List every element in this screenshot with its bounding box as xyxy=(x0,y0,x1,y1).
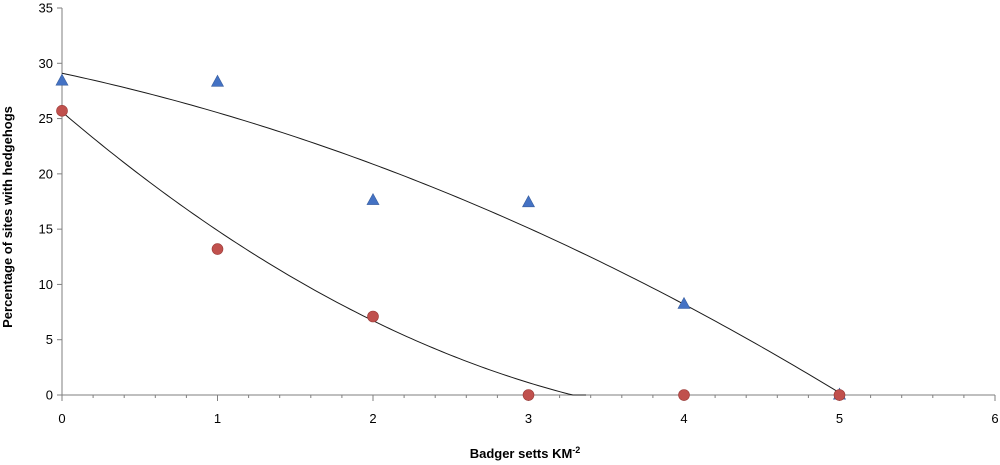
triangle-point xyxy=(210,74,225,87)
circle-point xyxy=(56,105,68,117)
x-tick-label: 6 xyxy=(991,411,998,426)
x-tick-label: 2 xyxy=(369,411,376,426)
x-tick-labels: 0 1 2 3 4 5 6 xyxy=(58,411,998,426)
x-tick-label: 1 xyxy=(214,411,221,426)
triangle-point xyxy=(521,195,536,208)
x-tick-label: 5 xyxy=(836,411,843,426)
y-tick-label: 5 xyxy=(46,332,53,347)
triangle-point xyxy=(677,296,691,309)
x-axis-title: Badger setts KM-2 xyxy=(470,445,581,461)
circle-point xyxy=(211,243,224,255)
x-tick-label: 4 xyxy=(680,411,687,426)
data-points xyxy=(55,73,847,401)
y-tick-label: 20 xyxy=(39,166,53,181)
y-tick-label: 15 xyxy=(39,222,53,237)
x-tick-label: 3 xyxy=(525,411,532,426)
y-tick-label: 0 xyxy=(46,388,53,403)
trendline-1 xyxy=(61,72,840,394)
circle-point xyxy=(367,310,379,323)
circle-point xyxy=(522,389,535,401)
y-tick-label: 10 xyxy=(39,277,53,292)
triangle-point xyxy=(55,73,69,86)
y-tick-label: 35 xyxy=(39,1,53,16)
x-axis-title-superscript: -2 xyxy=(572,445,580,455)
x-axis-title-text: Badger setts KM xyxy=(470,446,573,461)
y-tick-labels: 0 5 10 15 20 25 30 35 xyxy=(39,1,53,403)
y-tick-label: 30 xyxy=(39,56,53,71)
triangle-point xyxy=(366,192,380,205)
y-axis-title: Percentage of sites with hedgehogs xyxy=(0,106,15,328)
y-tick-label: 25 xyxy=(39,111,53,126)
trendlines xyxy=(61,72,840,396)
trendline-2 xyxy=(61,111,587,396)
x-tick-label: 0 xyxy=(58,411,65,426)
circle-point xyxy=(833,389,846,401)
circle-point xyxy=(678,389,690,401)
